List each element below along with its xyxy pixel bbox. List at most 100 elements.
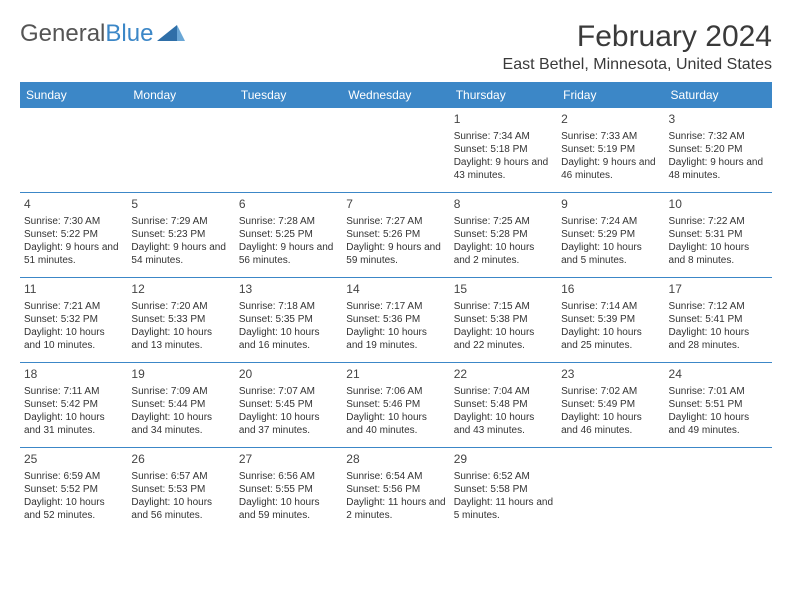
day-sunrise: Sunrise: 7:22 AM <box>669 215 768 228</box>
day-sunrise: Sunrise: 7:34 AM <box>454 130 553 143</box>
day-cell: 16Sunrise: 7:14 AMSunset: 5:39 PMDayligh… <box>557 278 664 362</box>
day-daylight: Daylight: 10 hours and 19 minutes. <box>346 326 445 352</box>
day-daylight: Daylight: 10 hours and 34 minutes. <box>131 411 230 437</box>
day-sunrise: Sunrise: 6:54 AM <box>346 470 445 483</box>
day-daylight: Daylight: 10 hours and 40 minutes. <box>346 411 445 437</box>
day-daylight: Daylight: 9 hours and 54 minutes. <box>131 241 230 267</box>
day-number: 2 <box>561 112 660 128</box>
day-sunset: Sunset: 5:45 PM <box>239 398 338 411</box>
day-number: 8 <box>454 197 553 213</box>
day-sunset: Sunset: 5:53 PM <box>131 483 230 496</box>
brand-text-1: General <box>20 20 105 48</box>
day-sunrise: Sunrise: 7:04 AM <box>454 385 553 398</box>
day-number: 7 <box>346 197 445 213</box>
day-cell: 21Sunrise: 7:06 AMSunset: 5:46 PMDayligh… <box>342 363 449 447</box>
day-cell: 2Sunrise: 7:33 AMSunset: 5:19 PMDaylight… <box>557 108 664 192</box>
day-header-row: Sunday Monday Tuesday Wednesday Thursday… <box>20 82 772 108</box>
title-block: February 2024 East Bethel, Minnesota, Un… <box>503 20 772 74</box>
day-number: 13 <box>239 282 338 298</box>
day-sunrise: Sunrise: 7:28 AM <box>239 215 338 228</box>
day-sunrise: Sunrise: 7:33 AM <box>561 130 660 143</box>
day-sunset: Sunset: 5:23 PM <box>131 228 230 241</box>
day-sunrise: Sunrise: 7:09 AM <box>131 385 230 398</box>
day-cell: 5Sunrise: 7:29 AMSunset: 5:23 PMDaylight… <box>127 193 234 277</box>
day-cell: 13 Sunrise: 7:18 AMSunset: 5:35 PMDayligh… <box>235 278 342 362</box>
day-number: 23 <box>561 367 660 383</box>
day-cell <box>665 448 772 532</box>
day-sunset: Sunset: 5:31 PM <box>669 228 768 241</box>
day-sunrise: Sunrise: 7:24 AM <box>561 215 660 228</box>
day-daylight: Daylight: 9 hours and 48 minutes. <box>669 156 768 182</box>
day-cell: 28Sunrise: 6:54 AMSunset: 5:56 PMDayligh… <box>342 448 449 532</box>
day-cell: 9Sunrise: 7:24 AMSunset: 5:29 PMDaylight… <box>557 193 664 277</box>
day-number: 21 <box>346 367 445 383</box>
week-row: 11Sunrise: 7:21 AMSunset: 5:32 PMDayligh… <box>20 277 772 362</box>
day-header-friday: Friday <box>557 82 664 108</box>
day-number: 18 <box>24 367 123 383</box>
day-daylight: Daylight: 10 hours and 2 minutes. <box>454 241 553 267</box>
day-sunset: Sunset: 5:32 PM <box>24 313 123 326</box>
day-number: 29 <box>454 452 553 468</box>
day-sunset: Sunset: 5:48 PM <box>454 398 553 411</box>
day-cell: 6Sunrise: 7:28 AMSunset: 5:25 PMDaylight… <box>235 193 342 277</box>
day-daylight: Daylight: 10 hours and 16 minutes. <box>239 326 338 352</box>
weeks-container: 1Sunrise: 7:34 AMSunset: 5:18 PMDaylight… <box>20 108 772 532</box>
day-sunrise: Sunrise: 7:06 AM <box>346 385 445 398</box>
day-cell: 4Sunrise: 7:30 AMSunset: 5:22 PMDaylight… <box>20 193 127 277</box>
day-sunset: Sunset: 5:44 PM <box>131 398 230 411</box>
day-header-saturday: Saturday <box>665 82 772 108</box>
day-daylight: Daylight: 10 hours and 59 minutes. <box>239 496 338 522</box>
day-cell: 23Sunrise: 7:02 AMSunset: 5:49 PMDayligh… <box>557 363 664 447</box>
day-number: 24 <box>669 367 768 383</box>
day-cell: 22 Sunrise: 7:04 AMSunset: 5:48 PMDayligh… <box>450 363 557 447</box>
day-sunrise: Sunrise: 6:59 AM <box>24 470 123 483</box>
day-daylight: Daylight: 9 hours and 56 minutes. <box>239 241 338 267</box>
day-daylight: Daylight: 9 hours and 51 minutes. <box>24 241 123 267</box>
day-header-sunday: Sunday <box>20 82 127 108</box>
day-number: 14 <box>346 282 445 298</box>
day-sunrise: Sunrise: 7:14 AM <box>561 300 660 313</box>
day-sunset: Sunset: 5:42 PM <box>24 398 123 411</box>
day-cell: 29Sunrise: 6:52 AMSunset: 5:58 PMDayligh… <box>450 448 557 532</box>
day-number: 1 <box>454 112 553 128</box>
location-label: East Bethel, Minnesota, United States <box>503 56 772 74</box>
day-daylight: Daylight: 10 hours and 25 minutes. <box>561 326 660 352</box>
day-daylight: Daylight: 10 hours and 13 minutes. <box>131 326 230 352</box>
day-daylight: Daylight: 10 hours and 8 minutes. <box>669 241 768 267</box>
day-cell: 12Sunrise: 7:20 AMSunset: 5:33 PMDayligh… <box>127 278 234 362</box>
day-sunrise: Sunrise: 7:18 AM <box>239 300 338 313</box>
header: GeneralBlue February 2024 East Bethel, M… <box>20 20 772 74</box>
day-number: 26 <box>131 452 230 468</box>
day-header-thursday: Thursday <box>450 82 557 108</box>
day-header-monday: Monday <box>127 82 234 108</box>
day-sunrise: Sunrise: 7:21 AM <box>24 300 123 313</box>
day-sunrise: Sunrise: 7:29 AM <box>131 215 230 228</box>
day-number: 6 <box>239 197 338 213</box>
day-cell <box>557 448 664 532</box>
day-sunrise: Sunrise: 7:20 AM <box>131 300 230 313</box>
day-daylight: Daylight: 10 hours and 46 minutes. <box>561 411 660 437</box>
day-number: 17 <box>669 282 768 298</box>
day-sunset: Sunset: 5:41 PM <box>669 313 768 326</box>
week-row: 4Sunrise: 7:30 AMSunset: 5:22 PMDaylight… <box>20 192 772 277</box>
day-daylight: Daylight: 11 hours and 5 minutes. <box>454 496 553 522</box>
day-number: 19 <box>131 367 230 383</box>
logo-mark-icon <box>157 20 185 48</box>
day-cell: 14Sunrise: 7:17 AMSunset: 5:36 PMDayligh… <box>342 278 449 362</box>
day-cell: 15Sunrise: 7:15 AMSunset: 5:38 PMDayligh… <box>450 278 557 362</box>
day-cell <box>20 108 127 192</box>
day-number: 22 <box>454 367 553 383</box>
day-daylight: Daylight: 11 hours and 2 minutes. <box>346 496 445 522</box>
day-number: 28 <box>346 452 445 468</box>
day-sunset: Sunset: 5:58 PM <box>454 483 553 496</box>
day-sunrise: Sunrise: 6:56 AM <box>239 470 338 483</box>
day-sunrise: Sunrise: 6:57 AM <box>131 470 230 483</box>
day-daylight: Daylight: 10 hours and 43 minutes. <box>454 411 553 437</box>
day-sunset: Sunset: 5:35 PM <box>239 313 338 326</box>
day-cell: 18Sunrise: 7:11 AMSunset: 5:42 PMDayligh… <box>20 363 127 447</box>
day-sunrise: Sunrise: 7:02 AM <box>561 385 660 398</box>
day-number: 20 <box>239 367 338 383</box>
day-cell: 24Sunrise: 7:01 AMSunset: 5:51 PMDayligh… <box>665 363 772 447</box>
week-row: 1Sunrise: 7:34 AMSunset: 5:18 PMDaylight… <box>20 108 772 192</box>
day-cell <box>235 108 342 192</box>
